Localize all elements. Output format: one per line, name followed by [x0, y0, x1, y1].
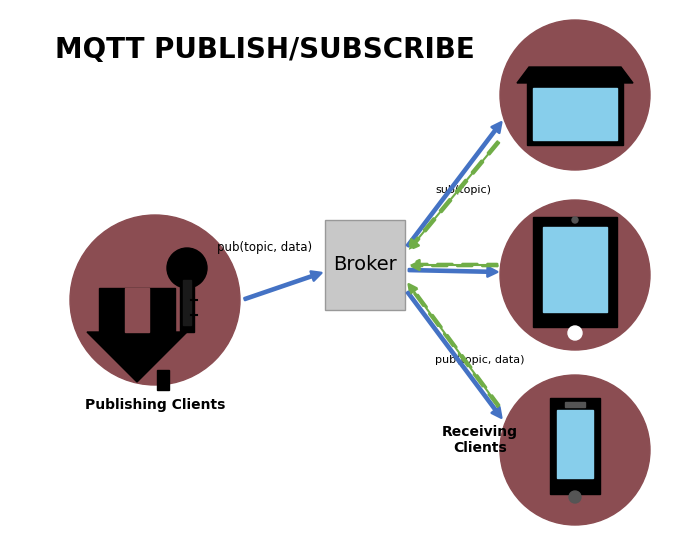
Bar [543, 227, 607, 312]
FancyArrowPatch shape [407, 122, 501, 247]
Polygon shape [87, 332, 187, 382]
FancyArrowPatch shape [409, 141, 499, 250]
Text: pub(topic, data): pub(topic, data) [218, 242, 313, 255]
Circle shape [568, 326, 582, 340]
FancyArrowPatch shape [244, 272, 321, 300]
Bar [550, 398, 600, 494]
FancyArrowPatch shape [409, 284, 499, 406]
Bar [527, 83, 623, 145]
Polygon shape [125, 288, 149, 332]
Text: Receiving
Clients: Receiving Clients [442, 425, 518, 455]
FancyArrowPatch shape [410, 260, 497, 270]
Bar [180, 280, 194, 332]
Circle shape [569, 491, 581, 503]
Bar [183, 280, 191, 325]
Circle shape [167, 248, 207, 288]
Bar [157, 370, 169, 390]
Text: sub(topic): sub(topic) [435, 185, 491, 195]
FancyBboxPatch shape [325, 220, 405, 310]
Bar [557, 410, 593, 478]
Text: MQTT PUBLISH/SUBSCRIBE: MQTT PUBLISH/SUBSCRIBE [55, 36, 475, 64]
Circle shape [500, 20, 650, 170]
Text: Publishing Clients: Publishing Clients [85, 398, 225, 412]
Circle shape [500, 375, 650, 525]
Polygon shape [517, 67, 633, 83]
Bar [533, 217, 617, 327]
Circle shape [572, 217, 578, 223]
Polygon shape [99, 288, 175, 332]
Circle shape [70, 215, 240, 385]
Text: pub(topic, data): pub(topic, data) [435, 355, 524, 365]
Text: Broker: Broker [333, 255, 397, 274]
Bar [533, 88, 617, 140]
FancyArrowPatch shape [407, 292, 501, 418]
FancyArrowPatch shape [409, 267, 497, 276]
Circle shape [500, 200, 650, 350]
Bar [565, 402, 585, 407]
